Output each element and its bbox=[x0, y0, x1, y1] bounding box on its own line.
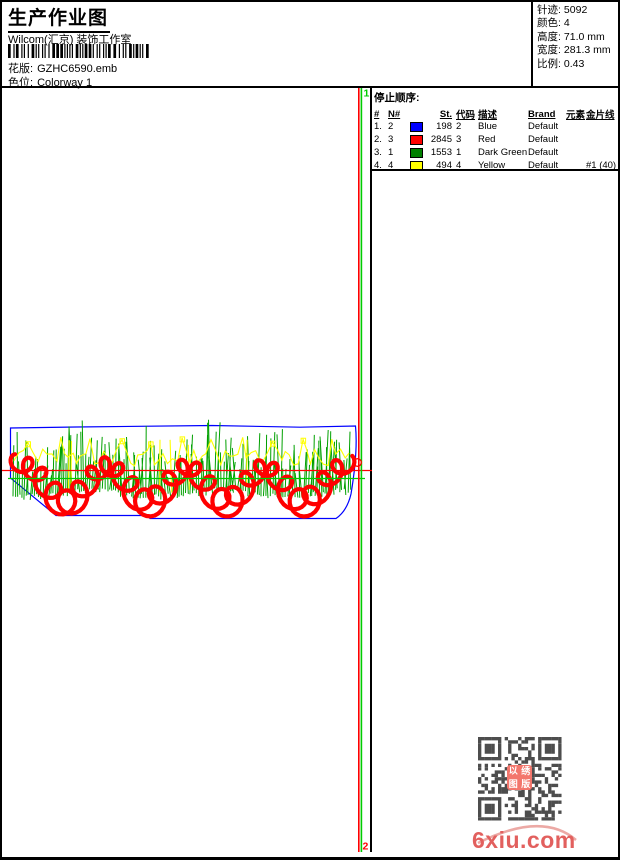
table-row: 4. 4 494 4 Yellow Default #1 (40) bbox=[374, 160, 617, 171]
stat-width: 宽度: 281.3 mm bbox=[537, 44, 611, 57]
stop-sequence-title: 停止顺序: bbox=[374, 92, 420, 104]
watermark-logo: 6xiu.com bbox=[472, 824, 577, 853]
col-sequin: 金片线 bbox=[586, 110, 615, 121]
barcode bbox=[8, 44, 149, 58]
start-marker-label: 1 bbox=[364, 88, 370, 100]
design-file-label: 花版: bbox=[8, 63, 34, 75]
yellow-spike-stitches bbox=[67, 439, 248, 493]
design-file-row: 花版: GZHC6590.emb bbox=[8, 60, 121, 76]
red-stamp: 以绣图版 bbox=[507, 765, 532, 790]
grass-stitches bbox=[12, 419, 352, 500]
stat-scale: 比例: 0.43 bbox=[537, 57, 585, 70]
qr-code bbox=[478, 737, 562, 821]
stat-stitches: 针迹: 5092 bbox=[537, 4, 588, 16]
info-box-divider bbox=[531, 2, 533, 86]
studio-subtitle: Wilcom(汇京) 装饰工作室 bbox=[8, 34, 132, 46]
stat-height: 高度: 71.0 mm bbox=[537, 30, 605, 43]
color-swatch bbox=[410, 134, 423, 145]
color-swatch bbox=[410, 147, 423, 158]
header-divider bbox=[0, 86, 620, 88]
end-marker-label: 2 bbox=[363, 841, 369, 853]
col-stop: # bbox=[374, 108, 380, 120]
col-code: 代码 bbox=[456, 110, 476, 121]
col-brand: Brand bbox=[528, 108, 556, 120]
table-header-row: # N# St. 代码 描述 Brand 元素 金片线 bbox=[374, 107, 616, 122]
col-element: 元素 bbox=[566, 110, 586, 121]
table-underline bbox=[371, 169, 618, 171]
col-stitches: St. bbox=[439, 108, 452, 120]
design-file-value: GZHC6590.emb bbox=[37, 63, 118, 75]
color-swatch bbox=[410, 121, 423, 132]
stat-colors: 颜色: 4 bbox=[537, 17, 570, 30]
watermark-swoosh bbox=[477, 824, 577, 845]
table-row: 3. 1 1553 1 Dark Green Default bbox=[374, 147, 559, 158]
design-stats: 针迹: 5092 颜色: 4 高度: 71.0 mm 宽度: 281.3 mm 比例: 0… bbox=[537, 4, 617, 71]
red-scallop-stitches bbox=[8, 452, 357, 519]
table-row: 2. 3 2845 3 Red Default bbox=[374, 134, 559, 145]
table-row: 1. 2 198 2 Blue Default bbox=[374, 121, 559, 132]
end-point-marker bbox=[353, 458, 363, 468]
yellow-flag-stitches bbox=[25, 436, 307, 448]
col-desc: 描述 bbox=[478, 110, 498, 121]
column-divider bbox=[370, 88, 372, 852]
design-outline bbox=[9, 424, 357, 520]
page-title: 生产作业图 bbox=[8, 3, 111, 33]
watermark-text: 6xiu.com bbox=[472, 827, 576, 853]
stop-sequence-table: 停止顺序: # N# St. 代码 描述 Brand 元素 金片线 1. 2 1… bbox=[374, 90, 616, 172]
yellow-zigzag-stitches bbox=[13, 437, 350, 467]
col-needle: N# bbox=[388, 108, 401, 120]
